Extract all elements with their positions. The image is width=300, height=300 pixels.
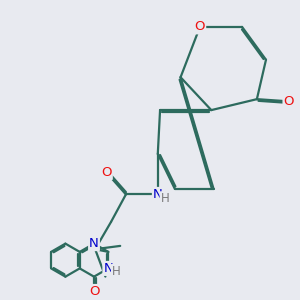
Text: H: H [160, 192, 169, 205]
Text: N: N [103, 262, 113, 275]
Text: O: O [89, 285, 99, 298]
Text: O: O [101, 166, 112, 179]
Text: N: N [153, 188, 163, 201]
Text: O: O [284, 95, 294, 108]
Text: H: H [112, 265, 121, 278]
Text: O: O [195, 20, 205, 33]
Text: N: N [89, 237, 99, 250]
